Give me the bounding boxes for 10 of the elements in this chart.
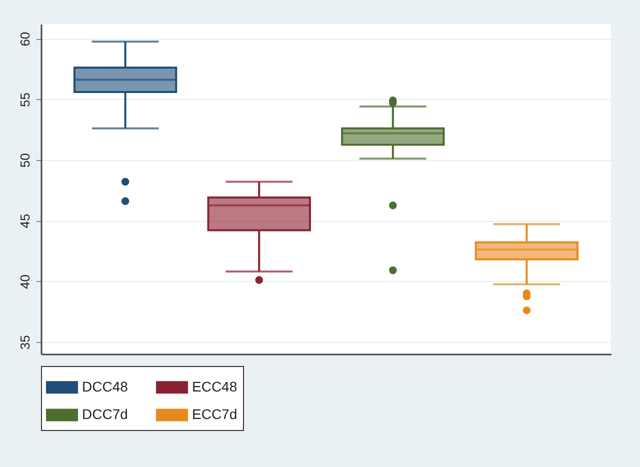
legend-label: DCC7d [82,406,128,422]
y-tick-label: 45 [18,214,32,228]
y-tick-label: 35 [18,335,32,350]
y-tick-label: 60 [18,32,32,46]
y-tick-label: 50 [18,153,32,168]
legend-label: ECC7d [192,406,238,422]
legend-label: ECC48 [192,378,238,394]
y-tick-label: 40 [18,274,32,289]
legend-label: DCC48 [82,378,128,394]
y-tick-label: 55 [18,92,32,107]
